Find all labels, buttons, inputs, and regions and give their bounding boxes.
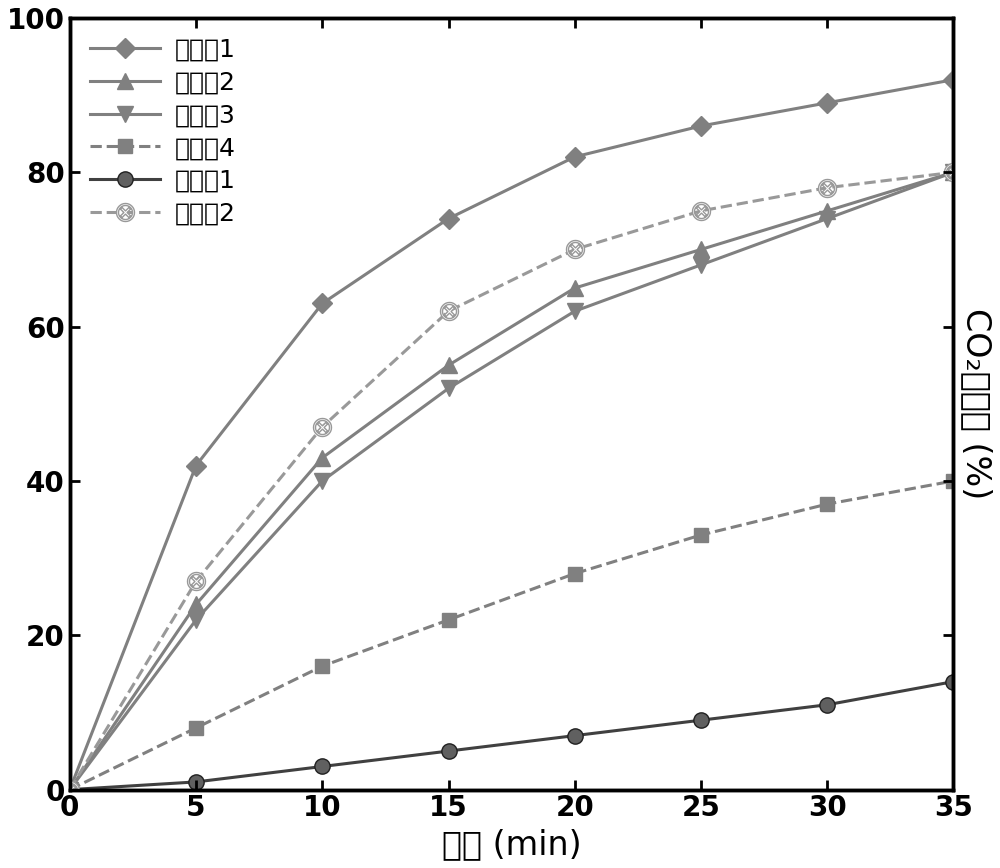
实施例1 bbox=[443, 214, 455, 224]
Line: 对比例1: 对比例1 bbox=[62, 674, 961, 798]
对比例1 bbox=[695, 715, 707, 726]
对比例2 bbox=[190, 576, 202, 587]
实施例1 bbox=[190, 460, 202, 470]
实施例3 bbox=[64, 785, 76, 795]
Line: 对比例2: 对比例2 bbox=[61, 163, 963, 799]
Y-axis label: CO₂生成率 (%): CO₂生成率 (%) bbox=[960, 308, 993, 499]
实施例3 bbox=[821, 214, 833, 224]
实施例2 bbox=[190, 599, 202, 609]
实施例2 bbox=[569, 283, 581, 293]
实施例2 bbox=[947, 167, 959, 177]
实施例2 bbox=[316, 452, 328, 463]
对比例2 bbox=[569, 244, 581, 254]
对比例1 bbox=[947, 676, 959, 687]
对比例1 bbox=[64, 785, 76, 795]
实施例2 bbox=[821, 206, 833, 216]
实施例4 bbox=[947, 476, 959, 486]
对比例1 bbox=[821, 700, 833, 710]
实施例4 bbox=[64, 785, 76, 795]
实施例4 bbox=[569, 569, 581, 579]
实施例4 bbox=[316, 661, 328, 671]
实施例1 bbox=[64, 785, 76, 795]
Legend: 实施例1, 实施例2, 实施例3, 实施例4, 对比例1, 对比例2: 实施例1, 实施例2, 实施例3, 实施例4, 对比例1, 对比例2 bbox=[82, 30, 243, 233]
实施例2 bbox=[695, 244, 707, 254]
实施例3 bbox=[443, 383, 455, 393]
对比例1 bbox=[569, 730, 581, 740]
实施例4 bbox=[821, 499, 833, 510]
实施例3 bbox=[190, 615, 202, 625]
实施例1 bbox=[947, 75, 959, 85]
实施例3 bbox=[316, 476, 328, 486]
实施例2 bbox=[443, 360, 455, 371]
Line: 实施例4: 实施例4 bbox=[63, 474, 960, 797]
实施例2 bbox=[64, 785, 76, 795]
对比例1 bbox=[443, 746, 455, 756]
对比例2 bbox=[64, 785, 76, 795]
实施例1 bbox=[821, 97, 833, 108]
X-axis label: 时间 (min): 时间 (min) bbox=[442, 828, 581, 861]
对比例1 bbox=[316, 761, 328, 772]
Line: 实施例1: 实施例1 bbox=[63, 73, 960, 797]
对比例2 bbox=[821, 182, 833, 193]
Line: 实施例3: 实施例3 bbox=[61, 164, 962, 798]
实施例4 bbox=[190, 723, 202, 733]
实施例1 bbox=[695, 121, 707, 131]
实施例4 bbox=[695, 529, 707, 540]
对比例2 bbox=[947, 167, 959, 177]
对比例2 bbox=[695, 206, 707, 216]
实施例3 bbox=[947, 167, 959, 177]
实施例1 bbox=[316, 299, 328, 309]
实施例1 bbox=[569, 152, 581, 162]
对比例2 bbox=[316, 422, 328, 432]
Line: 实施例2: 实施例2 bbox=[61, 164, 962, 798]
对比例1 bbox=[190, 777, 202, 787]
实施例3 bbox=[569, 306, 581, 317]
对比例2 bbox=[443, 306, 455, 317]
实施例4 bbox=[443, 615, 455, 625]
实施例3 bbox=[695, 260, 707, 270]
